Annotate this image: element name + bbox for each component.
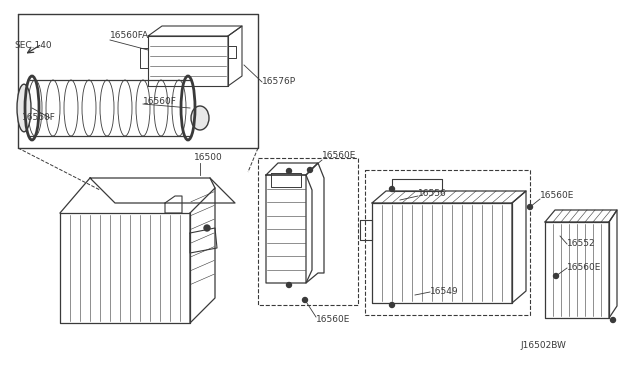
Text: 16560F: 16560F bbox=[22, 113, 56, 122]
Circle shape bbox=[390, 186, 394, 192]
Text: 16576P: 16576P bbox=[262, 77, 296, 87]
Text: 16560FA: 16560FA bbox=[110, 32, 149, 41]
Circle shape bbox=[527, 205, 532, 209]
Text: SEC.140: SEC.140 bbox=[14, 42, 52, 51]
Circle shape bbox=[204, 225, 210, 231]
Circle shape bbox=[287, 169, 291, 173]
Text: 16552: 16552 bbox=[567, 240, 596, 248]
Circle shape bbox=[307, 167, 312, 173]
Ellipse shape bbox=[191, 106, 209, 130]
Text: 16556: 16556 bbox=[418, 189, 447, 199]
Text: 16560E: 16560E bbox=[540, 192, 574, 201]
Text: 16560E: 16560E bbox=[316, 315, 350, 324]
Circle shape bbox=[390, 302, 394, 308]
Ellipse shape bbox=[17, 84, 31, 132]
Circle shape bbox=[554, 273, 559, 279]
Circle shape bbox=[303, 298, 307, 302]
Text: 16560E: 16560E bbox=[567, 263, 602, 273]
Text: J16502BW: J16502BW bbox=[520, 340, 566, 350]
Circle shape bbox=[611, 317, 616, 323]
Circle shape bbox=[287, 282, 291, 288]
Text: 16560E: 16560E bbox=[322, 151, 356, 160]
Text: 16500: 16500 bbox=[194, 153, 223, 161]
Text: 16549: 16549 bbox=[430, 288, 459, 296]
Text: 16560F: 16560F bbox=[143, 97, 177, 106]
